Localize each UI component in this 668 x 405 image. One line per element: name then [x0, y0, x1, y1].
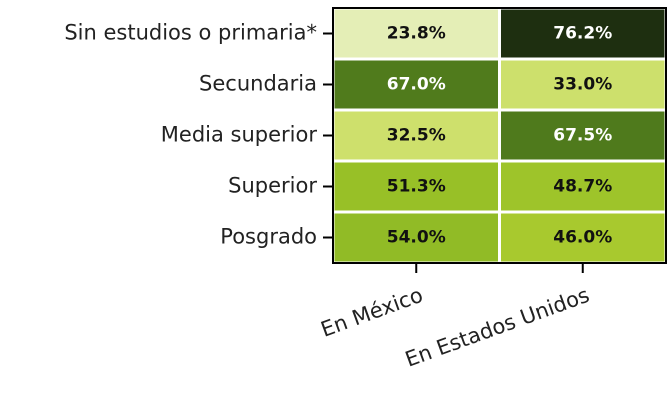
- cell-label: 76.2%: [553, 24, 612, 44]
- cell-label: 67.5%: [553, 126, 612, 146]
- x-tick-label: En Estados Unidos: [402, 283, 593, 372]
- cell-label: 32.5%: [387, 126, 446, 146]
- cell: [501, 9, 665, 58]
- y-tick-label: Posgrado: [220, 225, 317, 249]
- frame: [332, 7, 667, 264]
- cell-label: 48.7%: [553, 177, 612, 197]
- cell-label: 67.0%: [387, 75, 446, 95]
- cell: [501, 60, 665, 109]
- cell-label: 33.0%: [553, 75, 612, 95]
- cell: [334, 60, 498, 109]
- cell-label: 51.3%: [387, 177, 446, 197]
- cell: [334, 213, 498, 262]
- cell-label: 46.0%: [553, 228, 612, 248]
- cell: [334, 111, 498, 160]
- cell-label: 23.8%: [387, 24, 446, 44]
- cell: [501, 111, 665, 160]
- x-tick-label: En México: [318, 283, 426, 342]
- cell-label: 54.0%: [387, 228, 446, 248]
- y-tick-label: Superior: [228, 174, 317, 198]
- cell: [334, 9, 498, 58]
- y-tick-label: Media superior: [161, 123, 318, 147]
- cell: [501, 162, 665, 211]
- y-tick-label: Sin estudios o primaria*: [64, 21, 317, 45]
- cell: [501, 213, 665, 262]
- y-tick-label: Secundaria: [199, 72, 317, 96]
- cell: [334, 162, 498, 211]
